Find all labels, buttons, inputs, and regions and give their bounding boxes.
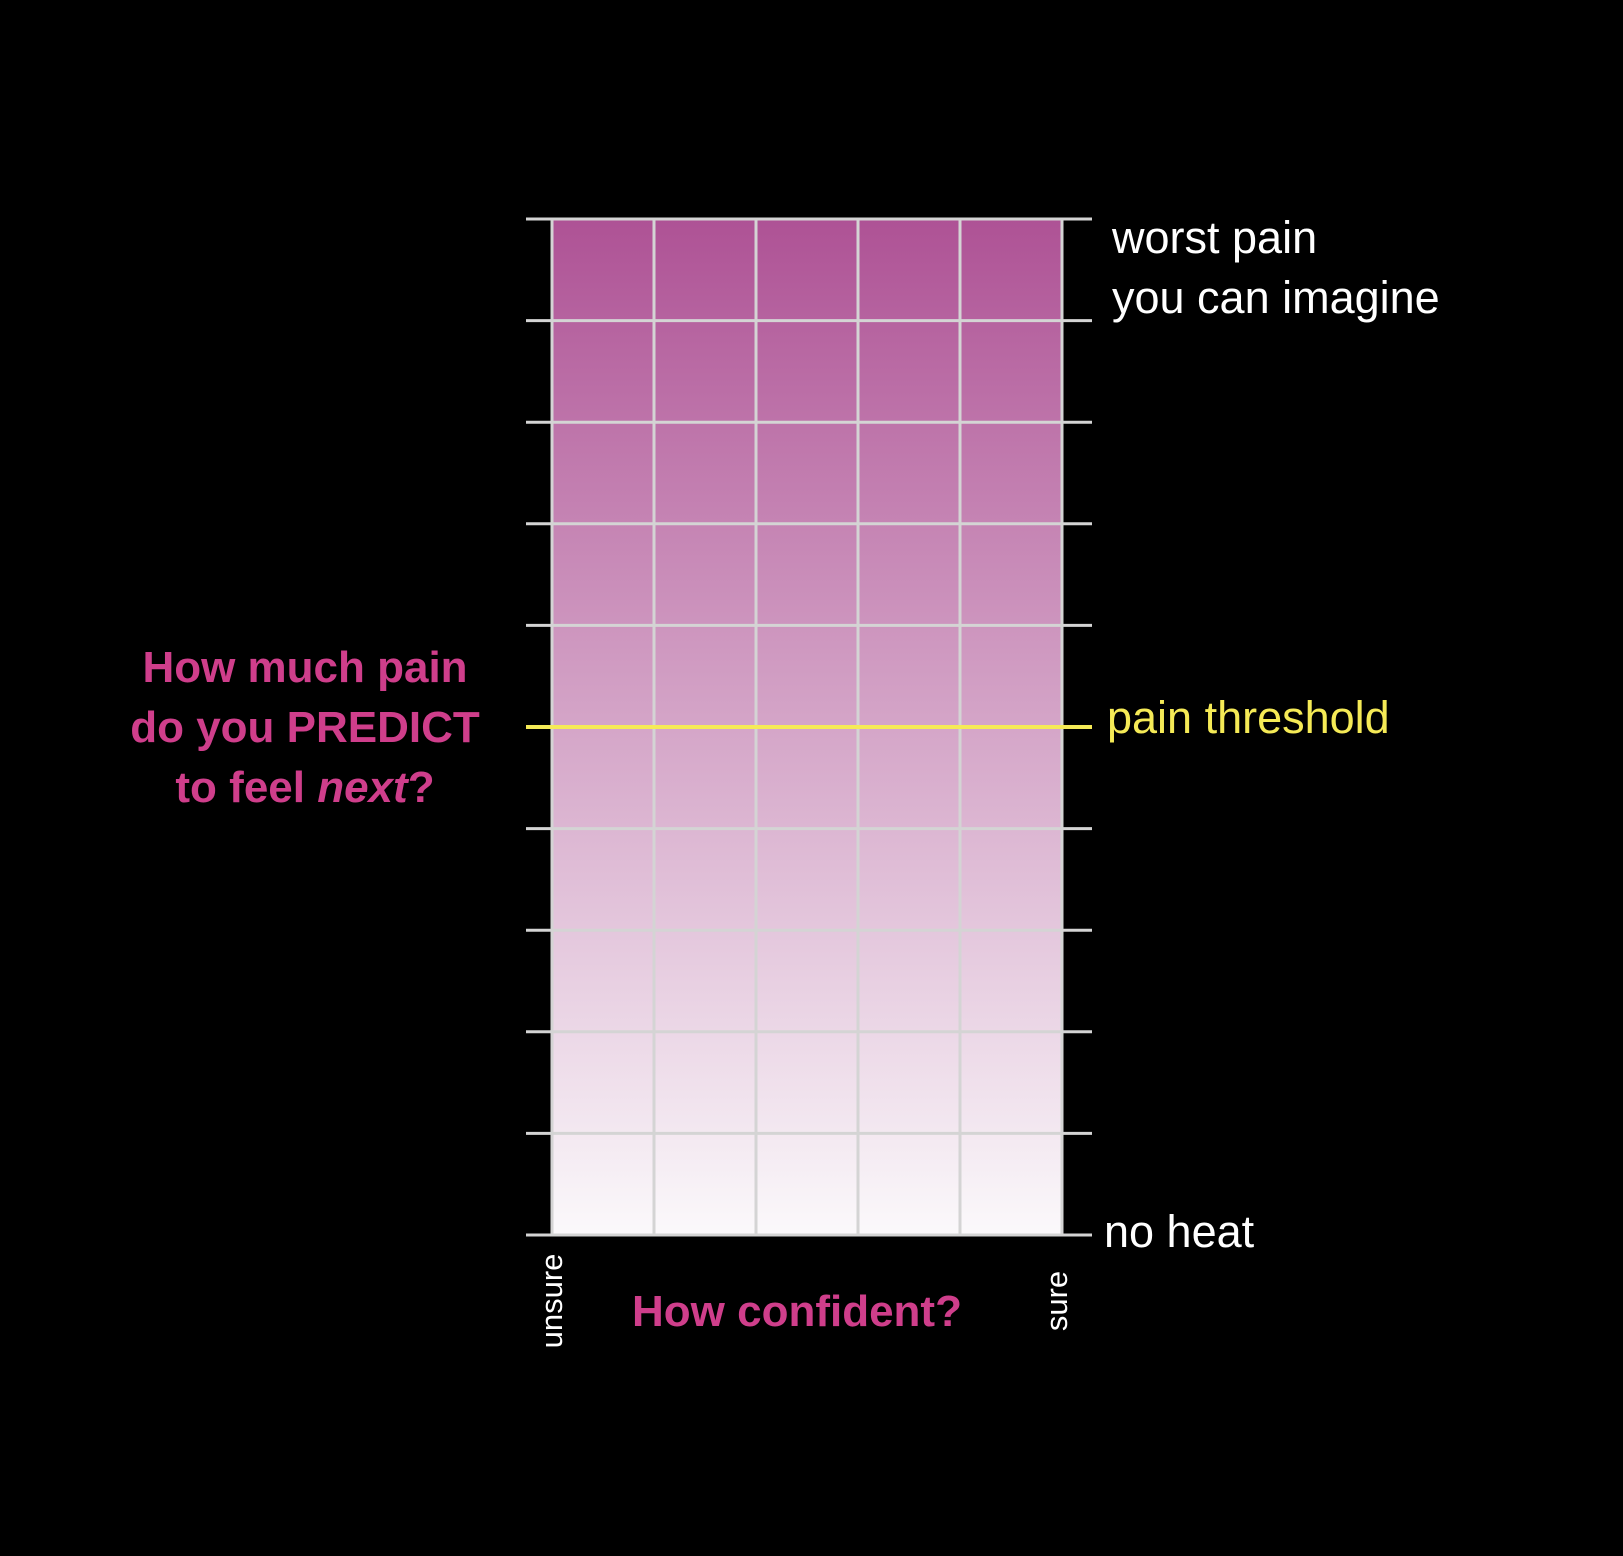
sure-label: sure	[1039, 1270, 1074, 1332]
no-heat-label: no heat	[1104, 1206, 1255, 1257]
question-line2: do you PREDICT	[130, 703, 480, 752]
worst-pain-label: worst pain you can imagine	[1112, 208, 1440, 328]
question-line3-prefix: to feel	[175, 763, 318, 812]
pain-threshold-label: pain threshold	[1107, 692, 1390, 743]
pain-prediction-question: How much pain do you PREDICT to feel nex…	[120, 638, 490, 818]
question-line1: How much pain	[142, 643, 468, 692]
unsure-label: unsure	[534, 1253, 569, 1349]
confidence-axis-title: How confident?	[632, 1287, 962, 1336]
question-emphasis-next: next	[317, 763, 408, 812]
question-line3-suffix: ?	[407, 763, 435, 812]
worst-pain-label-line1: worst pain	[1112, 212, 1318, 263]
worst-pain-label-line2: you can imagine	[1112, 272, 1440, 323]
question-line3: to feel next?	[120, 758, 490, 818]
